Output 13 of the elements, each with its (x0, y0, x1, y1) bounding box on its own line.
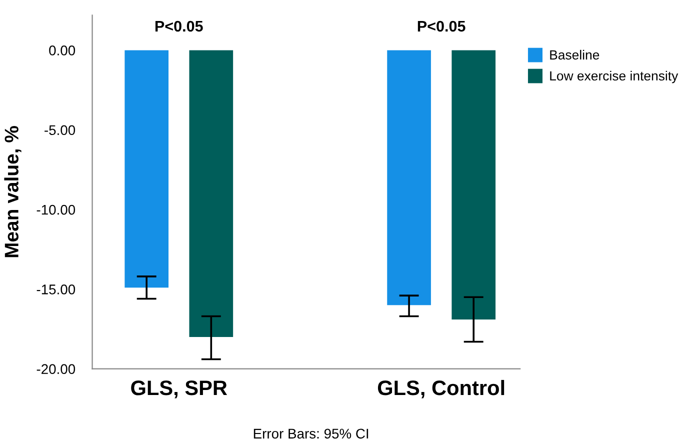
legend-label: Low exercise intensity (550, 70, 678, 84)
y-tick-label: 0.00 (49, 46, 76, 56)
x-tick-label: GLS, SPR (131, 380, 228, 398)
y-tick-label: -5.00 (44, 125, 76, 136)
y-tick-label: -10.00 (36, 204, 76, 215)
annotation: P<0.05 (418, 20, 466, 32)
x-tick-label: GLS, Control (378, 380, 504, 398)
y-tick-label: -20.00 (36, 364, 76, 374)
y-axis-title: Mean value, % (4, 126, 22, 258)
legend-label: Baseline (550, 50, 600, 60)
y-tick-label: -15.00 (36, 284, 76, 294)
annotation: P<0.05 (155, 20, 203, 32)
text: Error Bars: 95% CI (254, 428, 368, 439)
